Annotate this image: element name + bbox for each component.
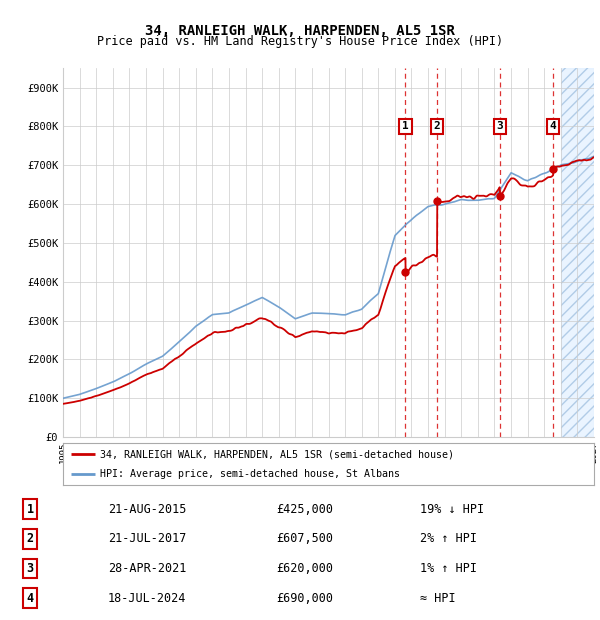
Text: 1: 1 [26,503,34,515]
Text: 18-JUL-2024: 18-JUL-2024 [108,592,187,604]
Bar [561,68,594,437]
Text: 2% ↑ HPI: 2% ↑ HPI [420,533,477,545]
Text: £607,500: £607,500 [276,533,333,545]
Text: 28-APR-2021: 28-APR-2021 [108,562,187,575]
Text: 19% ↓ HPI: 19% ↓ HPI [420,503,484,515]
Text: £690,000: £690,000 [276,592,333,604]
Text: 2: 2 [434,122,440,131]
Text: 34, RANLEIGH WALK, HARPENDEN, AL5 1SR (semi-detached house): 34, RANLEIGH WALK, HARPENDEN, AL5 1SR (s… [100,450,454,459]
Text: 3: 3 [496,122,503,131]
Text: £620,000: £620,000 [276,562,333,575]
Text: HPI: Average price, semi-detached house, St Albans: HPI: Average price, semi-detached house,… [100,469,400,479]
Text: 1: 1 [402,122,409,131]
Text: 3: 3 [26,562,34,575]
Text: 21-JUL-2017: 21-JUL-2017 [108,533,187,545]
Text: 4: 4 [550,122,557,131]
Bar [561,68,594,437]
Text: 4: 4 [26,592,34,604]
Text: 34, RANLEIGH WALK, HARPENDEN, AL5 1SR: 34, RANLEIGH WALK, HARPENDEN, AL5 1SR [145,24,455,38]
Text: 2: 2 [26,533,34,545]
Text: Price paid vs. HM Land Registry's House Price Index (HPI): Price paid vs. HM Land Registry's House … [97,35,503,48]
Text: £425,000: £425,000 [276,503,333,515]
Text: 21-AUG-2015: 21-AUG-2015 [108,503,187,515]
Text: 1% ↑ HPI: 1% ↑ HPI [420,562,477,575]
Text: ≈ HPI: ≈ HPI [420,592,455,604]
